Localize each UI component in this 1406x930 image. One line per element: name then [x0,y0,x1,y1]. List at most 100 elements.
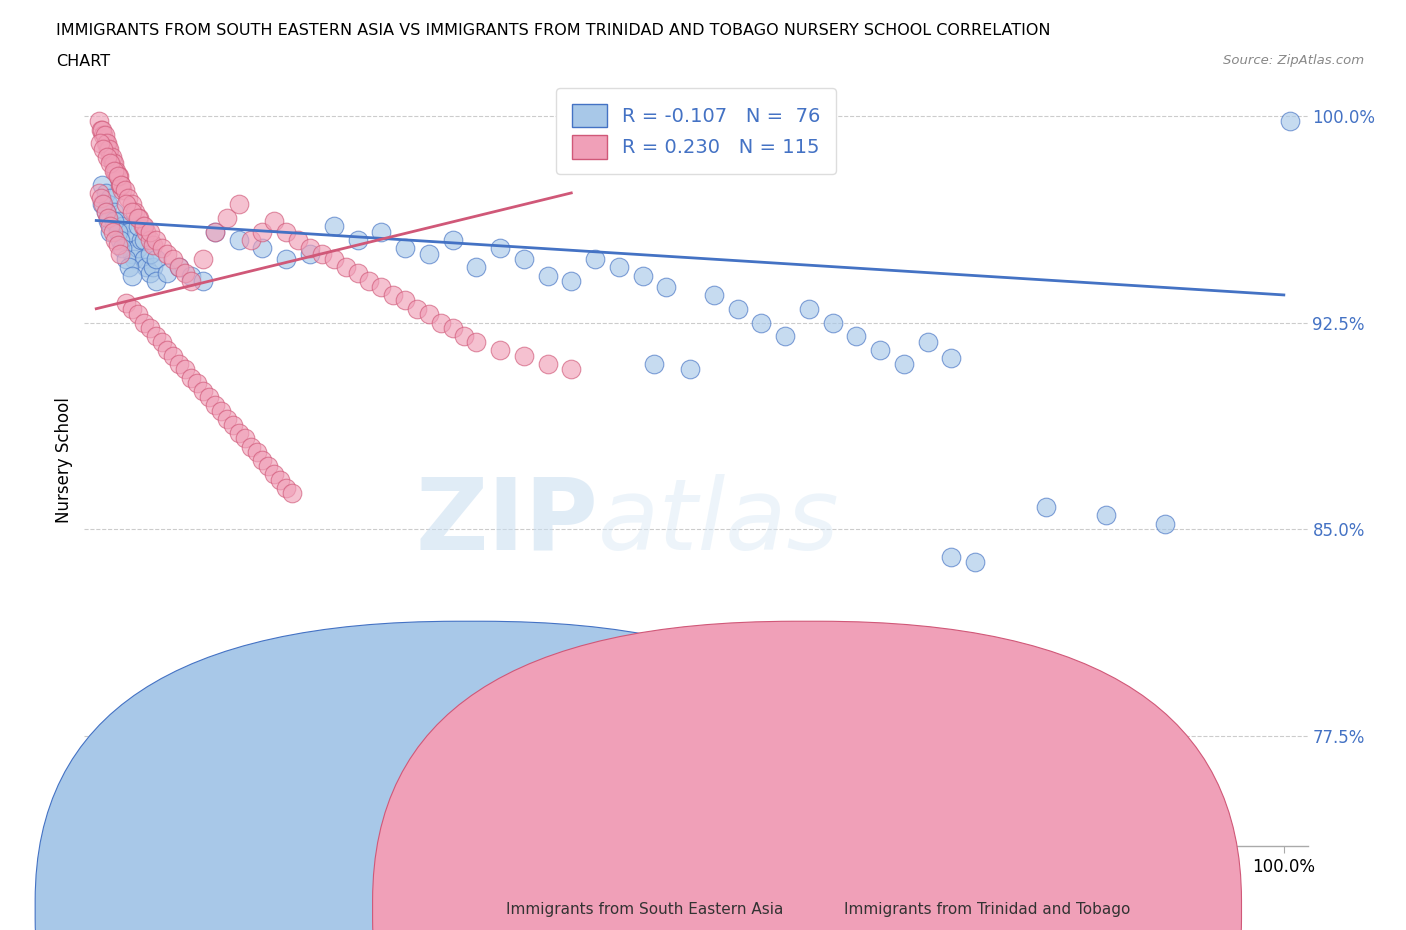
Point [107,213,129,228]
Point [115,196,138,211]
Point [110,178,132,193]
Point [115,296,138,311]
Point [797,301,820,316]
Point [91,178,114,193]
Point [107,169,129,184]
Point [941,351,963,365]
Point [128,210,150,225]
Point [121,301,143,316]
Point [215,210,238,225]
Point [233,431,256,445]
Point [132,252,155,267]
Point [191,273,214,288]
Point [169,259,191,274]
Text: Immigrants from South Eastern Asia: Immigrants from South Eastern Asia [506,902,783,917]
Point [100,150,122,165]
Point [101,155,124,170]
Point [536,268,558,283]
Point [103,205,125,219]
Point [228,196,250,211]
Point [97,210,120,225]
Point [131,219,153,233]
Point [418,307,440,322]
Y-axis label: Nursery School: Nursery School [55,397,73,524]
Point [209,404,232,418]
Point [124,205,146,219]
Point [107,238,129,253]
Point [103,164,125,179]
Point [322,252,344,267]
Legend: R = -0.107   N =  76, R = 0.230   N = 115: R = -0.107 N = 76, R = 0.230 N = 115 [555,88,837,174]
Point [103,155,125,170]
Point [228,425,250,440]
Point [631,268,654,283]
Point [107,224,129,239]
Point [465,335,488,350]
Point [90,191,112,206]
Point [138,246,160,261]
Point [963,555,986,570]
Point [145,232,167,247]
Point [489,241,512,256]
Text: Immigrants from Trinidad and Tobago: Immigrants from Trinidad and Tobago [844,902,1130,917]
Point [111,182,134,197]
Point [121,205,143,219]
Point [239,232,262,247]
Point [111,219,134,233]
Point [257,458,280,473]
Point [94,205,117,219]
Point [100,224,122,239]
Point [121,196,143,211]
Point [453,329,475,344]
Point [108,178,131,193]
Point [162,348,184,363]
Point [749,315,772,330]
Point [87,185,110,200]
Point [174,265,197,280]
Point [186,376,208,391]
Point [869,342,891,357]
Point [108,232,131,247]
Point [150,241,173,256]
Point [115,252,138,267]
Point [252,224,274,239]
Point [100,219,122,233]
Point [87,113,110,128]
Point [127,241,149,256]
Point [135,224,157,239]
Point [607,259,630,274]
Point [105,164,128,179]
Point [169,259,191,274]
Point [121,246,143,261]
Point [222,417,245,432]
Point [276,481,298,496]
Point [117,191,139,206]
Point [98,141,121,156]
Point [727,301,749,316]
Point [108,224,131,239]
Point [118,224,141,239]
Point [513,348,536,363]
Point [239,439,262,454]
Point [138,224,160,239]
Point [335,259,357,274]
Point [156,342,179,357]
Point [121,268,143,283]
Point [122,252,145,267]
Point [93,141,115,156]
Point [228,232,250,247]
Point [104,164,127,179]
Point [465,259,488,274]
Point [191,384,214,399]
Point [703,287,725,302]
Point [174,362,197,377]
Point [489,342,512,357]
Point [145,273,167,288]
Point [132,219,155,233]
Point [131,232,153,247]
Point [1035,499,1057,514]
Text: IMMIGRANTS FROM SOUTH EASTERN ASIA VS IMMIGRANTS FROM TRINIDAD AND TOBAGO NURSER: IMMIGRANTS FROM SOUTH EASTERN ASIA VS IM… [56,23,1050,38]
Point [180,268,202,283]
Point [536,356,558,371]
Point [322,219,344,233]
